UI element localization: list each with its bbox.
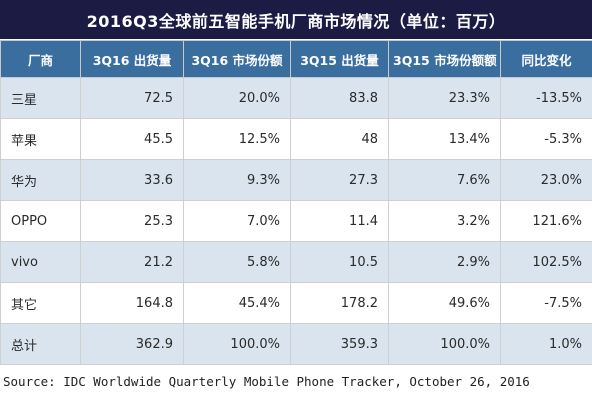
yoy-change-cell: -7.5% [500,282,592,324]
share-3q15-cell: 3.2% [388,200,501,242]
table-row: vivo 21.2 5.8% 10.5 2.9% 102.5% [0,241,592,283]
source-note: Source: IDC Worldwide Quarterly Mobile P… [3,374,530,389]
header-vendor: 厂商 [0,40,81,78]
table-body: 三星 72.5 20.0% 83.8 23.3% -13.5% 苹果 45.5 12.5% 48 1… [0,77,592,365]
table-row: 其它 164.8 45.4% 178.2 49.6% -7.5% [0,282,592,324]
shipments-3q15-cell: 83.8 [290,77,389,119]
vendor-cell: 华为 [0,159,81,201]
vendor-cell: OPPO [0,200,81,242]
shipments-3q16-cell: 25.3 [80,200,184,242]
share-3q16-cell: 5.8% [183,241,291,283]
header-3q15-share: 3Q15 市场份额额 [388,40,501,78]
yoy-change-cell: -13.5% [500,77,592,119]
yoy-change-cell: 102.5% [500,241,592,283]
share-3q15-cell: 13.4% [388,118,501,160]
share-3q16-cell: 7.0% [183,200,291,242]
table-row: 苹果 45.5 12.5% 48 13.4% -5.3% [0,118,592,160]
table-header-row: 厂商 3Q16 出货量 3Q16 市场份额 3Q15 出货量 3Q15 市场份额额 同比变… [0,40,592,78]
shipments-3q15-cell: 359.3 [290,323,389,365]
yoy-change-cell: -5.3% [500,118,592,160]
header-3q16-share: 3Q16 市场份额 [183,40,291,78]
share-3q16-cell: 100.0% [183,323,291,365]
vendor-cell: 三星 [0,77,81,119]
yoy-change-cell: 121.6% [500,200,592,242]
shipments-3q15-cell: 178.2 [290,282,389,324]
shipments-3q15-cell: 11.4 [290,200,389,242]
table-row: 总计 362.9 100.0% 359.3 100.0% 1.0% [0,323,592,365]
table-row: 三星 72.5 20.0% 83.8 23.3% -13.5% [0,77,592,119]
shipments-3q15-cell: 48 [290,118,389,160]
vendor-cell: vivo [0,241,81,283]
shipments-3q16-cell: 33.6 [80,159,184,201]
header-3q15-shipments: 3Q15 出货量 [290,40,389,78]
shipments-3q16-cell: 362.9 [80,323,184,365]
shipments-3q16-cell: 72.5 [80,77,184,119]
share-3q15-cell: 49.6% [388,282,501,324]
share-3q15-cell: 100.0% [388,323,501,365]
vendor-cell: 总计 [0,323,81,365]
yoy-change-cell: 23.0% [500,159,592,201]
vendor-cell: 其它 [0,282,81,324]
vendor-cell: 苹果 [0,118,81,160]
share-3q16-cell: 20.0% [183,77,291,119]
share-3q15-cell: 7.6% [388,159,501,201]
table-row: 华为 33.6 9.3% 27.3 7.6% 23.0% [0,159,592,201]
shipments-3q16-cell: 21.2 [80,241,184,283]
shipments-3q16-cell: 45.5 [80,118,184,160]
share-3q16-cell: 9.3% [183,159,291,201]
header-3q16-shipments: 3Q16 出货量 [80,40,184,78]
shipments-3q15-cell: 10.5 [290,241,389,283]
yoy-change-cell: 1.0% [500,323,592,365]
table-row: OPPO 25.3 7.0% 11.4 3.2% 121.6% [0,200,592,242]
share-3q16-cell: 45.4% [183,282,291,324]
shipments-3q16-cell: 164.8 [80,282,184,324]
data-table: 厂商 3Q16 出货量 3Q16 市场份额 3Q15 出货量 3Q15 市场份额额 同比变… [0,40,592,365]
share-3q16-cell: 12.5% [183,118,291,160]
shipments-3q15-cell: 27.3 [290,159,389,201]
chart-title: 2016Q3全球前五智能手机厂商市场情况（单位：百万） [0,0,592,39]
header-yoy-change: 同比变化 [500,40,592,78]
share-3q15-cell: 2.9% [388,241,501,283]
share-3q15-cell: 23.3% [388,77,501,119]
